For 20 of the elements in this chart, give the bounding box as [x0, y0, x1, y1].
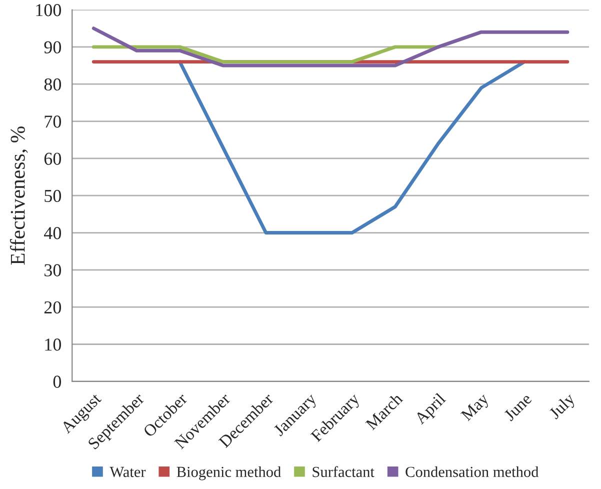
y-tick-label: 50 [44, 190, 62, 202]
legend-label: Water [110, 466, 146, 478]
y-tick-label: 0 [53, 376, 62, 388]
y-tick-label: 80 [44, 78, 62, 91]
x-tick-label: May [460, 392, 492, 424]
y-tick-label: 100 [36, 4, 62, 16]
y-axis-title: Effectiveness, % [10, 126, 28, 265]
y-tick-label: 20 [44, 301, 62, 314]
x-tick-label: July [548, 392, 578, 422]
x-tick-label: June [503, 392, 532, 422]
y-tick-label: 30 [44, 264, 62, 276]
y-tick-label: 10 [45, 338, 62, 351]
y-tick-label: 60 [44, 152, 62, 165]
legend-label: Surfactant [312, 466, 374, 478]
y-tick-label: 90 [44, 41, 62, 54]
legend-label: Condensation method [406, 466, 539, 478]
y-tick-label: 40 [44, 227, 62, 240]
y-tick-label: 70 [44, 116, 62, 128]
line-series [92, 26, 570, 68]
legend-label: Biogenic method [176, 466, 281, 480]
